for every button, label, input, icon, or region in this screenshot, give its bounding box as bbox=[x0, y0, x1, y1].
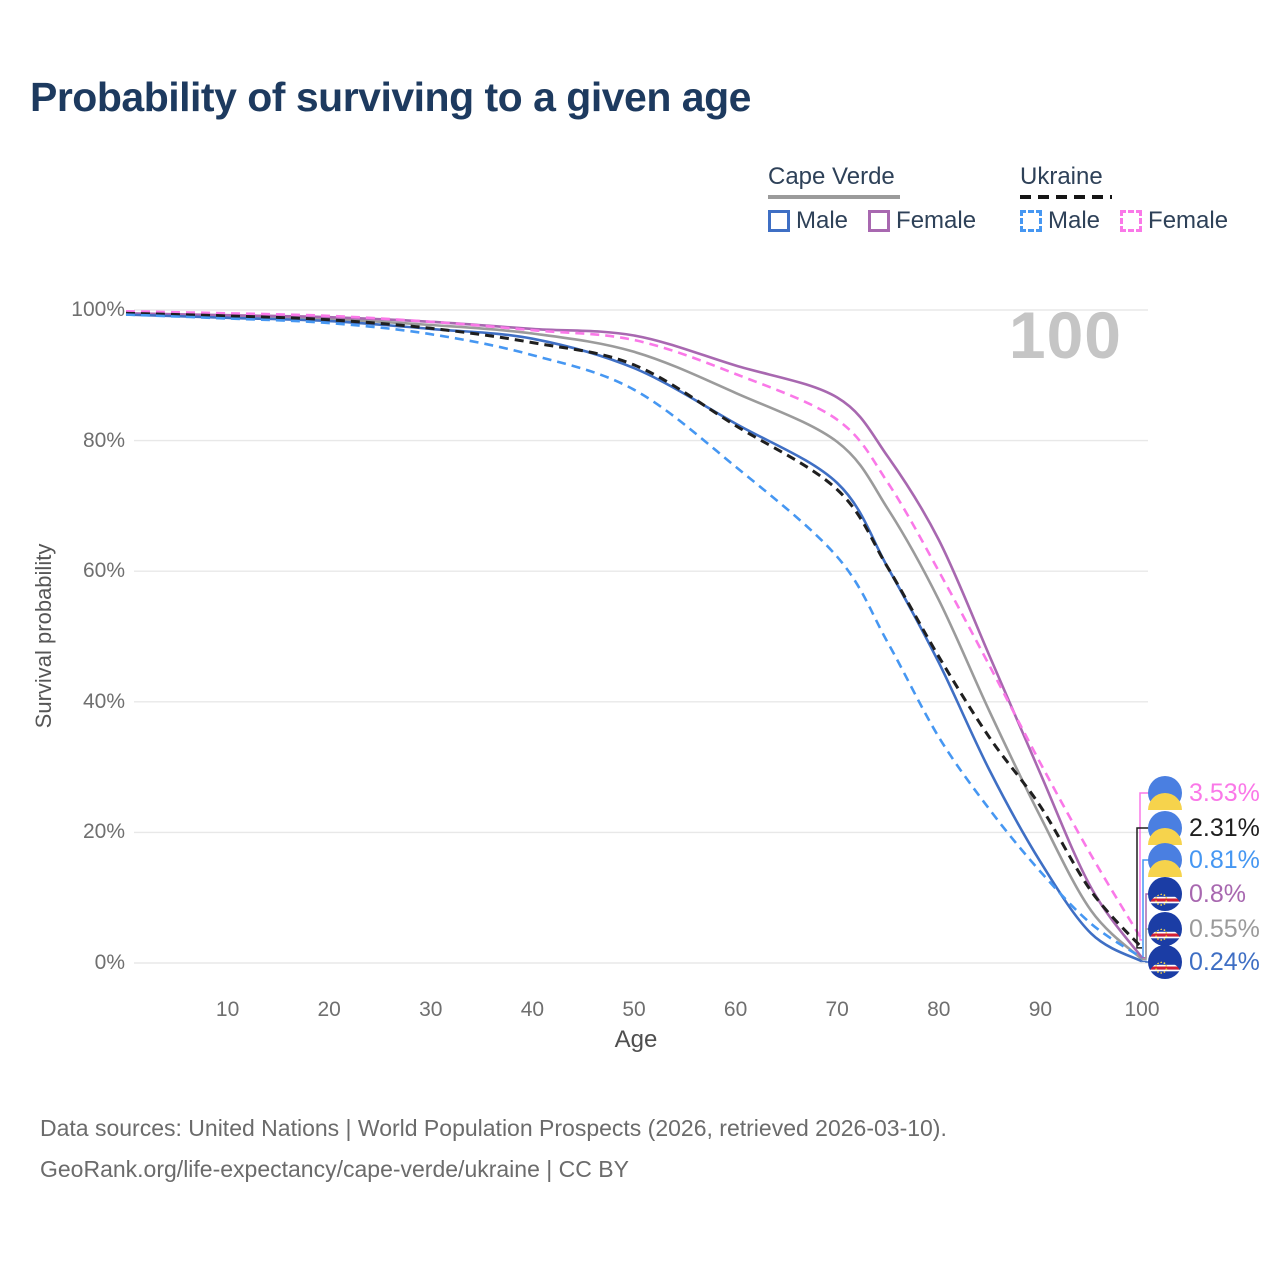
legend-item-ukraine-female[interactable]: Female bbox=[1120, 207, 1228, 235]
legend-dashed-line-sample bbox=[1020, 195, 1112, 199]
x-tick-40: 40 bbox=[520, 998, 545, 1021]
leader-line-ua_total bbox=[1136, 827, 1150, 949]
x-tick-10: 10 bbox=[215, 998, 240, 1021]
x-tick-30: 30 bbox=[419, 998, 443, 1021]
legend-group-title: Cape Verde bbox=[768, 163, 895, 190]
end-label-value: 2.31% bbox=[1189, 813, 1260, 842]
legend-item-label: Male bbox=[1048, 207, 1101, 234]
end-label-value: 0.8% bbox=[1189, 879, 1246, 908]
y-tick-40%: 40% bbox=[82, 689, 125, 713]
legend-group-title: Ukraine bbox=[1020, 163, 1103, 190]
chart-title: Probability of surviving to a given age bbox=[30, 74, 751, 120]
footer-link[interactable]: GeoRank.org/life-expectancy/cape-verde/u… bbox=[40, 1156, 629, 1182]
y-tick-80%: 80% bbox=[82, 428, 125, 452]
legend-group-cape-verde: Cape Verde Male Female bbox=[768, 163, 976, 235]
legend-solid-line-sample bbox=[768, 195, 900, 199]
legend-item-label: Female bbox=[1148, 207, 1229, 234]
leader-line-ua_female bbox=[1139, 792, 1150, 941]
end-label-value: 0.81% bbox=[1189, 845, 1260, 874]
cape-verde-flag-icon bbox=[1148, 945, 1182, 979]
legend-item-label: Female bbox=[896, 207, 977, 234]
y-tick-100%: 100% bbox=[71, 298, 125, 321]
line-cv_total[interactable] bbox=[125, 312, 1143, 961]
ukraine-flag-icon bbox=[1148, 776, 1182, 810]
legend-item-cape-verde-female[interactable]: Female bbox=[868, 207, 976, 235]
legend-swatch-icon bbox=[768, 210, 790, 232]
end-label-ua_female[interactable]: 3.53% bbox=[1148, 776, 1260, 810]
legend-item-label: Male bbox=[796, 207, 849, 234]
x-tick-90: 90 bbox=[1028, 998, 1053, 1021]
legend-group-ukraine: Ukraine Male Female bbox=[1020, 163, 1228, 235]
end-label-value: 0.55% bbox=[1189, 914, 1260, 943]
end-label-ua_total[interactable]: 2.31% bbox=[1148, 811, 1260, 845]
y-tick-20%: 20% bbox=[82, 820, 125, 844]
line-cv_female[interactable] bbox=[125, 312, 1144, 959]
y-tick-60%: 60% bbox=[82, 559, 125, 583]
x-tick-70: 70 bbox=[825, 998, 849, 1021]
legend-swatch-icon bbox=[1020, 210, 1042, 232]
x-tick-20: 20 bbox=[317, 998, 341, 1021]
end-label-cv_male[interactable]: 0.24% bbox=[1148, 945, 1260, 979]
x-axis-title: Age bbox=[614, 1026, 658, 1053]
end-label-cv_total[interactable]: 0.55% bbox=[1148, 912, 1260, 946]
y-axis-title: Survival probability bbox=[31, 543, 56, 729]
end-label-cv_female[interactable]: 0.8% bbox=[1148, 877, 1246, 911]
line-ua_male[interactable] bbox=[125, 313, 1143, 959]
end-label-value: 3.53% bbox=[1189, 778, 1260, 807]
legend-item-cape-verde-male[interactable]: Male bbox=[768, 207, 848, 235]
ukraine-flag-icon bbox=[1148, 843, 1182, 877]
x-tick-80: 80 bbox=[927, 998, 951, 1021]
end-label-value: 0.24% bbox=[1189, 947, 1260, 976]
footer-data-sources: Data sources: United Nations | World Pop… bbox=[40, 1115, 947, 1141]
line-ua_total[interactable] bbox=[125, 311, 1144, 949]
cape-verde-flag-icon bbox=[1148, 912, 1182, 946]
legend-swatch-icon bbox=[1120, 210, 1143, 232]
cape-verde-flag-icon bbox=[1148, 877, 1182, 911]
x-tick-60: 60 bbox=[723, 998, 748, 1021]
legend-item-ukraine-male[interactable]: Male bbox=[1020, 207, 1100, 235]
footer: Data sources: United Nations | World Pop… bbox=[40, 1108, 947, 1190]
legend-swatch-icon bbox=[868, 210, 891, 232]
y-tick-0%: 0% bbox=[94, 951, 125, 974]
end-label-ua_male[interactable]: 0.81% bbox=[1148, 843, 1260, 877]
x-tick-50: 50 bbox=[622, 998, 646, 1021]
x-tick-100: 100 bbox=[1124, 998, 1160, 1021]
ukraine-flag-icon bbox=[1148, 811, 1182, 845]
line-ua_female[interactable] bbox=[125, 310, 1144, 941]
line-cv_male[interactable] bbox=[125, 313, 1143, 963]
